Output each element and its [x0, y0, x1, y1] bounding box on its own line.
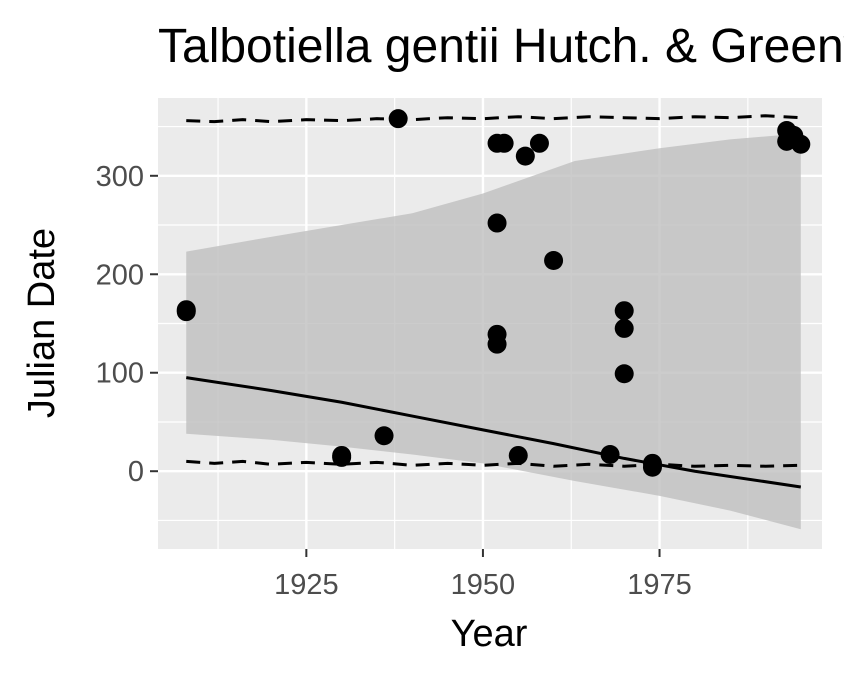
y-tick-label: 200 — [96, 259, 144, 291]
data-point — [642, 457, 662, 477]
chart-title: Talbotiella gentii Hutch. & Greenway — [158, 20, 844, 73]
data-point — [515, 146, 535, 166]
data-point — [332, 445, 352, 465]
upper-quantile-line — [186, 114, 801, 124]
y-tick-label: 0 — [128, 456, 144, 488]
x-tick-label: 1950 — [451, 569, 516, 601]
data-point — [614, 364, 634, 384]
x-tick-label: 1925 — [274, 569, 339, 601]
y-tick-label: 100 — [96, 358, 144, 390]
data-point — [600, 444, 620, 464]
data-point — [487, 334, 507, 354]
fit-line — [186, 376, 802, 489]
x-axis-title: Year — [451, 613, 528, 655]
data-point — [614, 318, 634, 338]
data-point — [614, 301, 634, 321]
data-point — [508, 445, 528, 465]
y-axis-title: Julian Date — [21, 228, 63, 418]
data-point — [176, 300, 196, 320]
data-point — [791, 134, 811, 154]
plot-panel — [158, 98, 822, 549]
lower-quantile-line — [186, 459, 801, 468]
data-point — [374, 426, 394, 446]
x-tick-label: 1975 — [627, 569, 692, 601]
data-point — [388, 109, 408, 129]
y-tick-label: 300 — [96, 161, 144, 193]
data-point — [494, 133, 514, 153]
data-point — [544, 250, 564, 270]
data-point — [529, 133, 549, 153]
data-point — [487, 213, 507, 233]
